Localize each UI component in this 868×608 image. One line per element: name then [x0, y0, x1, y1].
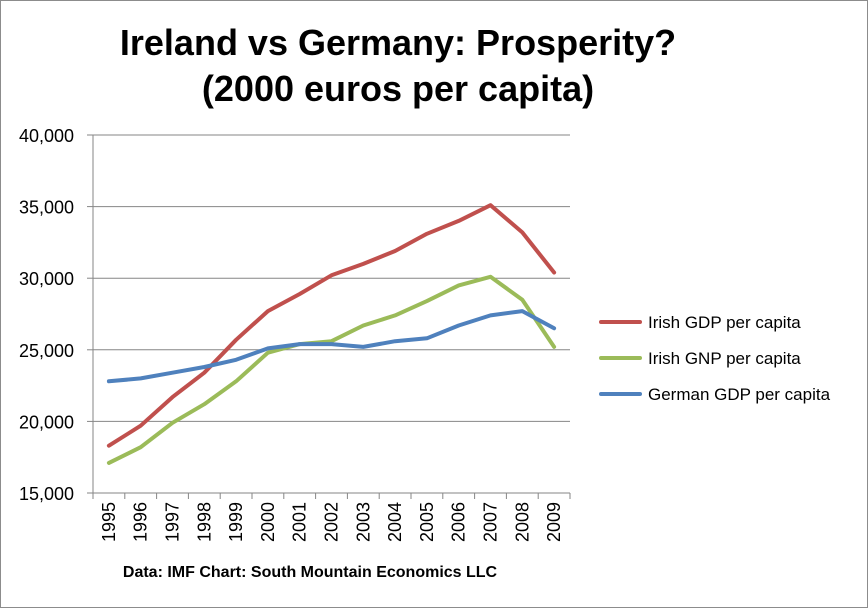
x-tick-label: 1996: [131, 502, 151, 542]
legend-label: Irish GNP per capita: [648, 349, 801, 368]
legend-label: German GDP per capita: [648, 385, 831, 404]
series-lines: [106, 203, 557, 465]
x-tick-label: 2001: [290, 502, 310, 542]
x-tick-label: 2008: [512, 502, 532, 542]
chart-subtitle: (2000 euros per capita): [201, 68, 595, 109]
y-tick-label: 20,000: [19, 412, 74, 432]
y-tick-label: 35,000: [19, 198, 74, 218]
x-tick-label: 2002: [322, 502, 342, 542]
legend: Irish GDP per capita Irish GNP per capita…: [599, 313, 831, 404]
x-tick-label: 2006: [449, 502, 469, 542]
y-tick-label: 15,000: [19, 484, 74, 504]
x-tick-label: 2009: [544, 502, 564, 542]
x-tick-label: 2005: [417, 502, 437, 542]
chart-title-block: Ireland vs Germany: Prosperity? (2000 eu…: [0, 20, 796, 112]
legend-label: Irish GDP per capita: [648, 313, 801, 332]
x-tick-label: 2007: [481, 502, 501, 542]
gridlines: [93, 134, 570, 422]
y-tick-label: 30,000: [19, 269, 74, 289]
x-tick-label: 1998: [194, 502, 214, 542]
y-tick-label: 40,000: [19, 126, 74, 146]
y-axis-ticks: 15,000 20,000 25,000 30,000 35,000 40,000: [19, 126, 93, 504]
x-axis-ticks: 1995 1996 1997 1998 1999 2000 2001 2002 2003 2004…: [92, 493, 571, 542]
chart-title: Ireland vs Germany: Prosperity?: [119, 22, 677, 63]
x-tick-label: 1999: [226, 502, 246, 542]
source-note: Data: IMF Chart: South Mountain Economic…: [123, 564, 498, 581]
x-tick-label: 2004: [385, 502, 405, 542]
y-tick-label: 25,000: [19, 341, 74, 361]
series-line-3: [106, 309, 557, 384]
axes: [92, 135, 570, 494]
x-tick-label: 1997: [163, 502, 183, 542]
series-line-2: [106, 274, 557, 465]
x-tick-label: 2000: [258, 502, 278, 542]
series-line-1: [106, 203, 557, 448]
x-tick-label: 2003: [353, 502, 373, 542]
x-tick-label: 1995: [99, 502, 119, 542]
